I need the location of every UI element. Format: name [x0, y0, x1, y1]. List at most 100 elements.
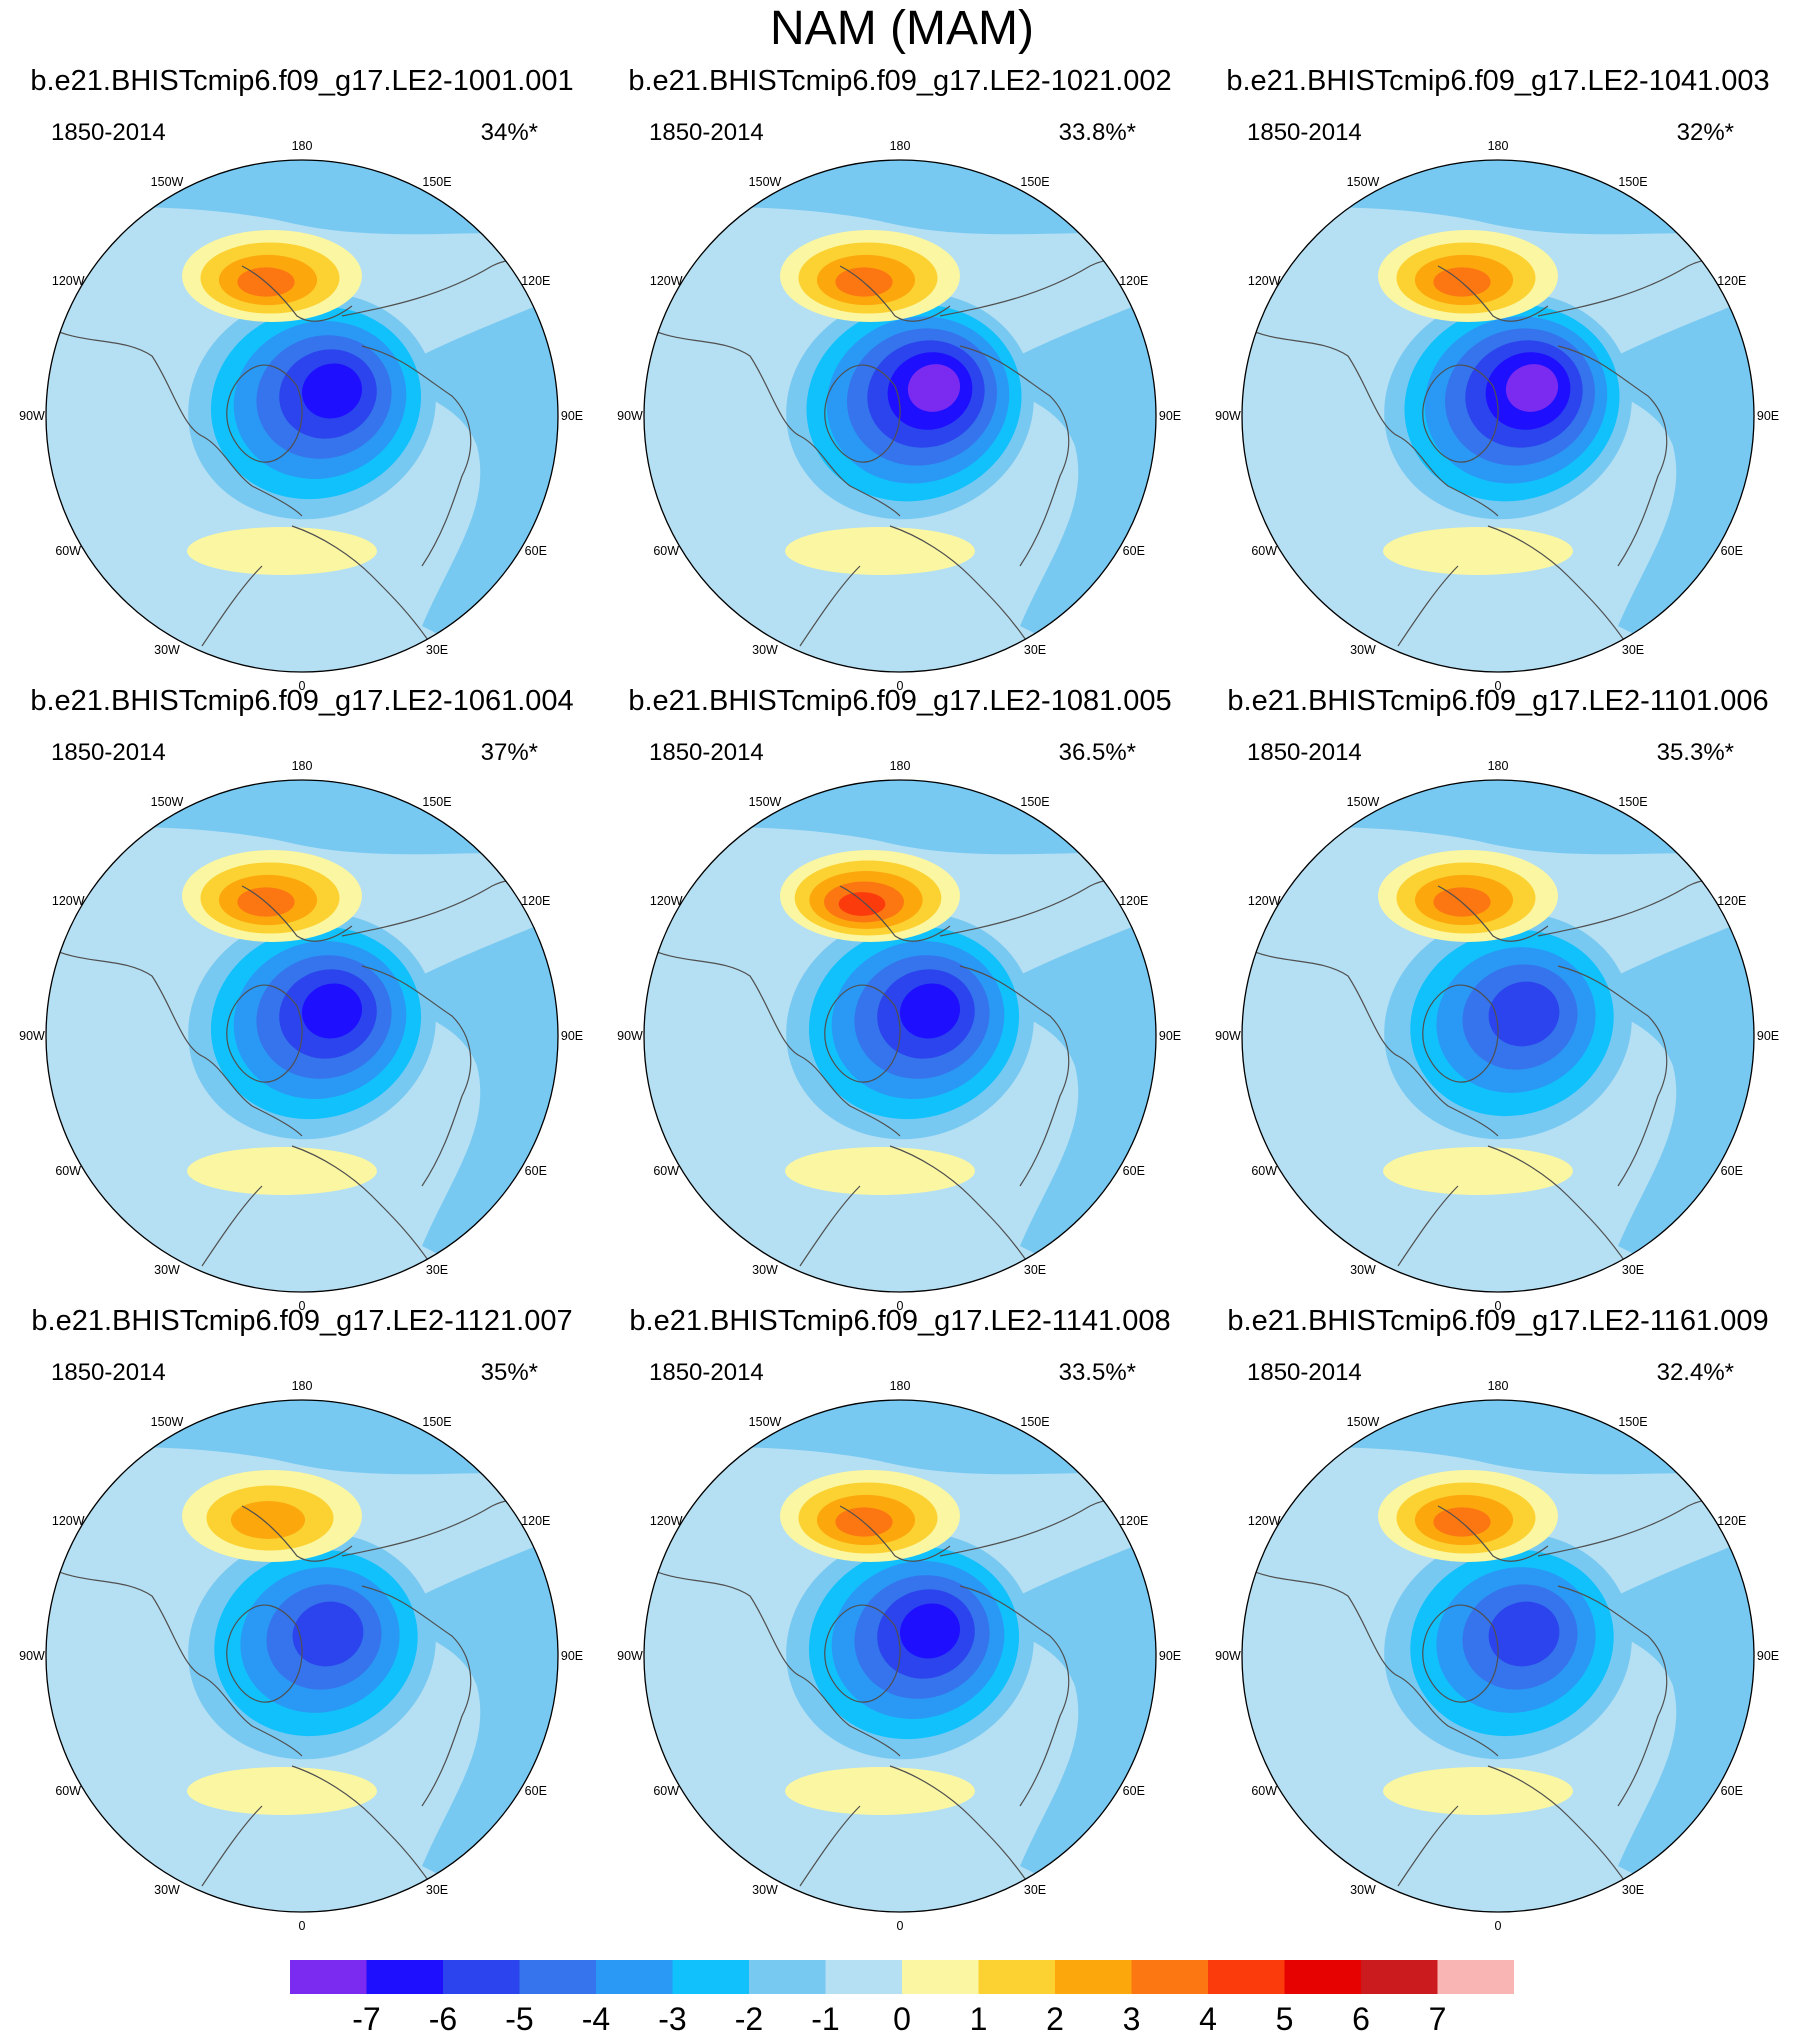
coastline-1 [1242, 1565, 1499, 1757]
coastline-5 [1397, 525, 1629, 647]
lon-label: 30W [1350, 1263, 1376, 1277]
lon-label: 0 [299, 1299, 306, 1313]
lon-label: 0 [1495, 1299, 1502, 1313]
lon-label: 60W [55, 1784, 81, 1798]
colorbar-tick-label: -3 [658, 2001, 686, 2037]
coastline-5 [799, 1145, 1031, 1267]
lon-label: 60W [653, 544, 679, 558]
polar-disc [46, 160, 558, 672]
polar-disc [1242, 1400, 1754, 1912]
lon-label: 120E [1717, 894, 1746, 908]
coastline-2 [1422, 1604, 1499, 1703]
lon-label: 90E [1757, 409, 1779, 423]
lon-label: 60W [1251, 544, 1277, 558]
lon-label: 150W [1347, 795, 1380, 809]
map-panel-8: b.e21.BHISTcmip6.f09_g17.LE2-1141.008 185… [617, 1305, 1181, 1933]
lon-label: 60W [1251, 1784, 1277, 1798]
lon-label: 120W [1248, 1514, 1281, 1528]
coastline-6 [839, 1505, 951, 1562]
lon-label: 60W [55, 1164, 81, 1178]
lon-label: 30E [1622, 1263, 1644, 1277]
lon-label: 30E [1024, 1883, 1046, 1897]
lon-label: 30W [154, 1263, 180, 1277]
coastline-5 [201, 1145, 433, 1267]
coastline-5 [1397, 1145, 1629, 1267]
map-panel-7: b.e21.BHISTcmip6.f09_g17.LE2-1121.007 185… [19, 1305, 583, 1933]
figure-title: NAM (MAM) [770, 2, 1034, 55]
lon-label: 150W [1347, 1415, 1380, 1429]
panel-period: 1850-2014 [1247, 119, 1362, 146]
coastline-4 [361, 345, 472, 567]
colorbar-tick-label: -7 [352, 2001, 380, 2037]
panel-period: 1850-2014 [51, 1359, 166, 1386]
coastline-1 [46, 945, 303, 1137]
coastline-6 [241, 1505, 353, 1562]
colorbar-tick-label: -4 [582, 2001, 610, 2037]
lon-label: 60E [525, 544, 547, 558]
atlantic-high-contour-1 [785, 527, 975, 575]
disc-outline [45, 159, 559, 673]
lon-label: 150W [151, 795, 184, 809]
panel-variance-explained: 32%* [1677, 119, 1734, 146]
lon-label: 150W [749, 795, 782, 809]
panel-period: 1850-2014 [1247, 739, 1362, 766]
lon-label: 150E [1020, 175, 1049, 189]
panel-period: 1850-2014 [649, 1359, 764, 1386]
lon-label: 180 [1488, 1379, 1509, 1393]
lon-label: 120W [52, 1514, 85, 1528]
lon-label: 180 [890, 1379, 911, 1393]
atlantic-high-contour-1 [187, 527, 377, 575]
map-panel-9: b.e21.BHISTcmip6.f09_g17.LE2-1161.009 185… [1215, 1305, 1779, 1933]
lon-label: 150E [1618, 1415, 1647, 1429]
arctic-low-contour-6 [899, 983, 961, 1039]
polar-disc [46, 780, 558, 1292]
polar-disc [1242, 780, 1754, 1292]
lon-label: 0 [897, 1299, 904, 1313]
lon-label: 120E [521, 894, 550, 908]
map-panel-2: b.e21.BHISTcmip6.f09_g17.LE2-1021.002 185… [617, 65, 1181, 693]
panel-title: b.e21.BHISTcmip6.f09_g17.LE2-1041.003 [1226, 65, 1769, 97]
coastline-5 [1397, 1765, 1629, 1887]
colorbar-box [672, 1960, 749, 1994]
colorbar-box [749, 1960, 826, 1994]
atlantic-high-contour-1 [785, 1147, 975, 1195]
lon-label: 30E [1622, 643, 1644, 657]
lon-label: 120E [521, 274, 550, 288]
panel-title: b.e21.BHISTcmip6.f09_g17.LE2-1001.001 [30, 65, 573, 97]
lon-label: 60E [1721, 1784, 1743, 1798]
map-panel-6: b.e21.BHISTcmip6.f09_g17.LE2-1101.006 185… [1215, 685, 1779, 1313]
coastline-1 [1242, 945, 1499, 1137]
lon-label: 90W [19, 409, 45, 423]
arctic-low-contour-6 [301, 983, 363, 1039]
lon-label: 120E [1119, 894, 1148, 908]
coastline-4 [1557, 1585, 1668, 1807]
disc-outline [45, 1399, 559, 1913]
lon-label: 90W [617, 1029, 643, 1043]
coastline-5 [799, 525, 1031, 647]
coastline-2 [1422, 984, 1499, 1083]
lon-label: 60W [653, 1164, 679, 1178]
lon-label: 90E [1159, 409, 1181, 423]
lon-label: 30W [752, 1883, 778, 1897]
lon-label: 150E [422, 1415, 451, 1429]
arctic-low-contour-5 [292, 1601, 364, 1667]
coastline-2 [226, 984, 303, 1083]
lon-label: 150E [422, 175, 451, 189]
arctic-low-contour-5 [1488, 981, 1560, 1047]
lon-label: 60E [1721, 1164, 1743, 1178]
colorbar-tick-label: 6 [1352, 2001, 1370, 2037]
panels-grid: b.e21.BHISTcmip6.f09_g17.LE2-1001.001 185… [19, 65, 1779, 1933]
colorbar-tick-label: -6 [429, 2001, 457, 2037]
lon-label: 120E [1717, 1514, 1746, 1528]
lon-label: 150W [151, 1415, 184, 1429]
lon-label: 60E [1123, 544, 1145, 558]
coastline-6 [839, 885, 951, 942]
coastline-1 [46, 325, 303, 517]
disc-outline [45, 779, 559, 1293]
atlantic-high-contour-1 [187, 1767, 377, 1815]
lon-label: 90E [1757, 1649, 1779, 1663]
colorbar-box [443, 1960, 520, 1994]
lon-label: 60E [1123, 1164, 1145, 1178]
coastline-1 [644, 1565, 901, 1757]
